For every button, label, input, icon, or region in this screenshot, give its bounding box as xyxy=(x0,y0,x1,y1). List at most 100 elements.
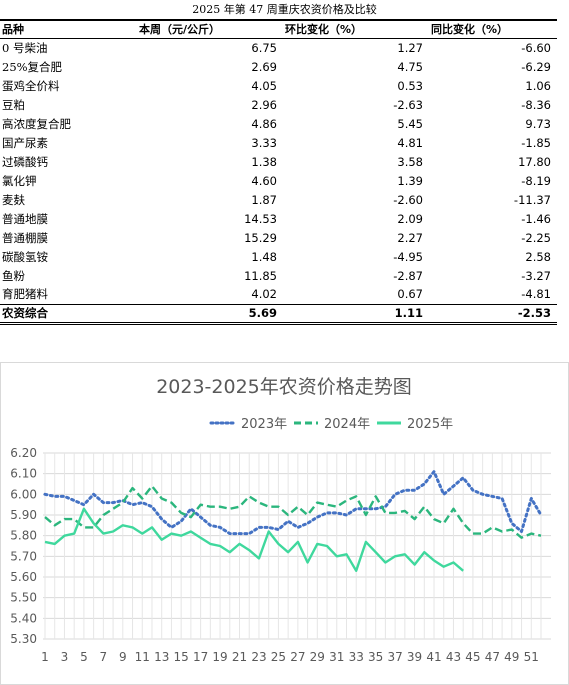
legend-label: 2024年 xyxy=(324,417,370,432)
price-cell: 2.69 xyxy=(251,59,277,74)
table-row: 碳酸氢铵 1.48 -4.95 2.58 xyxy=(0,247,557,266)
x-tick-label: 41 xyxy=(426,650,441,664)
price-cell: 4.05 xyxy=(251,78,277,93)
series-line-2 xyxy=(44,484,542,539)
yoy-cell: -1.46 xyxy=(521,211,551,226)
yoy-cell: -6.29 xyxy=(521,59,551,74)
price-cell: 3.33 xyxy=(251,135,277,150)
y-tick-label: 5.30 xyxy=(10,632,37,646)
yoy-cell: -1.85 xyxy=(521,135,551,150)
variety-cell: 高浓度复合肥 xyxy=(2,116,71,131)
x-tick-label: 13 xyxy=(154,650,169,664)
variety-cell: 氯化钾 xyxy=(2,173,37,188)
yoy-cell: -8.36 xyxy=(521,97,551,112)
chart-canvas: 2023-2025年农资价格走势图 2023年 2024年 2025年 5.30 5.40… xyxy=(10,376,551,664)
x-tick-label: 21 xyxy=(232,650,247,664)
x-tick-label: 23 xyxy=(251,650,266,664)
x-tick-label: 35 xyxy=(368,650,383,664)
y-tick-label: 5.50 xyxy=(10,591,37,605)
yoy-cell: -11.37 xyxy=(513,192,551,207)
x-tick-label: 1 xyxy=(41,650,49,664)
table-row: 0 号柴油 6.75 1.27 -6.60 xyxy=(0,38,557,57)
series-line-3 xyxy=(44,507,464,573)
price-cell: 4.60 xyxy=(251,173,277,188)
variety-cell: 碳酸氢铵 xyxy=(2,249,48,264)
price-trend-chart: 2023-2025年农资价格走势图 2023年 2024年 2025年 5.30 5.40… xyxy=(0,362,569,685)
price-cell: 2.96 xyxy=(251,97,277,112)
variety-cell: 蛋鸡全价料 xyxy=(2,78,60,93)
y-tick-label: 5.40 xyxy=(10,611,37,625)
x-tick-label: 47 xyxy=(485,650,500,664)
x-tick-label: 15 xyxy=(174,650,189,664)
y-tick-label: 5.60 xyxy=(10,570,37,584)
table-header-row: 品种 本周（元/公斤） 环比变化（%） 同比变化（%） xyxy=(0,20,557,38)
table-row: 蛋鸡全价料 4.05 0.53 1.06 xyxy=(0,76,557,95)
y-tick-label: 6.10 xyxy=(10,467,37,481)
mom-cell: 0.53 xyxy=(397,78,423,93)
mom-cell: -2.60 xyxy=(393,192,423,207)
header-yoy: 同比变化（%） xyxy=(431,23,509,37)
x-tick-label: 33 xyxy=(349,650,364,664)
table-row: 25%复合肥 2.69 4.75 -6.29 xyxy=(0,57,557,76)
price-cell: 11.85 xyxy=(244,268,277,283)
x-tick-label: 19 xyxy=(212,650,227,664)
x-tick-label: 5 xyxy=(80,650,88,664)
x-tick-label: 39 xyxy=(407,650,422,664)
yoy-cell: 17.80 xyxy=(518,154,551,169)
x-tick-label: 31 xyxy=(329,650,344,664)
yoy-cell: -3.27 xyxy=(521,268,551,283)
price-table-section: 2025 年第 47 周重庆农资价格及比较 品种 本周（元/公斤） 环比变化（%… xyxy=(0,0,569,325)
variety-cell: 育肥猪料 xyxy=(2,287,48,302)
x-tick-label: 25 xyxy=(271,650,286,664)
variety-cell: 农资综合 xyxy=(2,306,48,320)
variety-cell: 普通棚膜 xyxy=(2,230,48,245)
table-row: 高浓度复合肥 4.86 5.45 9.73 xyxy=(0,114,557,133)
mom-cell: 4.75 xyxy=(397,59,423,74)
table-row: 国产尿素 3.33 4.81 -1.85 xyxy=(0,133,557,152)
mom-cell: 1.11 xyxy=(394,306,423,320)
table-total-row: 农资综合 5.69 1.11 -2.53 xyxy=(0,304,557,323)
mom-cell: 0.67 xyxy=(397,287,423,302)
price-cell: 6.75 xyxy=(251,40,277,55)
chart-title: 2023-2025年农资价格走势图 xyxy=(156,376,412,398)
y-tick-label: 5.80 xyxy=(10,529,37,543)
table-title: 2025 年第 47 周重庆农资价格及比较 xyxy=(192,3,377,16)
price-cell: 14.53 xyxy=(244,211,277,226)
table-row: 麦麸 1.87 -2.60 -11.37 xyxy=(0,190,557,209)
yoy-cell: -4.81 xyxy=(521,287,551,302)
x-tick-label: 43 xyxy=(446,650,461,664)
x-tick-label: 37 xyxy=(387,650,402,664)
table-row: 氯化钾 4.60 1.39 -8.19 xyxy=(0,171,557,190)
yoy-cell: -2.25 xyxy=(521,230,551,245)
yoy-cell: 2.58 xyxy=(525,249,551,264)
legend-label: 2025年 xyxy=(407,417,453,432)
mom-cell: 5.45 xyxy=(397,116,423,131)
series-line-1 xyxy=(43,470,543,536)
price-cell: 1.87 xyxy=(251,192,277,207)
price-cell: 4.86 xyxy=(251,116,277,131)
variety-cell: 麦麸 xyxy=(2,192,25,207)
price-cell: 1.48 xyxy=(251,249,277,264)
mom-cell: 4.81 xyxy=(397,135,423,150)
x-tick-label: 51 xyxy=(524,650,539,664)
variety-cell: 25%复合肥 xyxy=(2,59,63,74)
yoy-cell: -6.60 xyxy=(521,40,551,55)
header-mom: 环比变化（%） xyxy=(285,23,363,37)
price-table: 品种 本周（元/公斤） 环比变化（%） 同比变化（%） 0 号柴油 6.75 1.2… xyxy=(0,19,557,325)
y-tick-label: 5.90 xyxy=(10,508,37,522)
variety-cell: 普通地膜 xyxy=(2,211,48,226)
mom-cell: 1.39 xyxy=(397,173,423,188)
y-tick-label: 6.20 xyxy=(10,446,37,460)
mom-cell: 2.27 xyxy=(397,230,423,245)
mom-cell: 1.27 xyxy=(397,40,423,55)
x-tick-label: 7 xyxy=(100,650,108,664)
x-tick-label: 17 xyxy=(193,650,208,664)
mom-cell: 3.58 xyxy=(397,154,423,169)
price-cell: 4.02 xyxy=(251,287,277,302)
price-cell: 1.38 xyxy=(251,154,277,169)
y-tick-label: 5.70 xyxy=(10,549,37,563)
mom-cell: -4.95 xyxy=(393,249,423,264)
yoy-cell: -2.53 xyxy=(517,306,551,320)
x-tick-label: 3 xyxy=(61,650,69,664)
table-row: 育肥猪料 4.02 0.67 -4.81 xyxy=(0,285,557,304)
